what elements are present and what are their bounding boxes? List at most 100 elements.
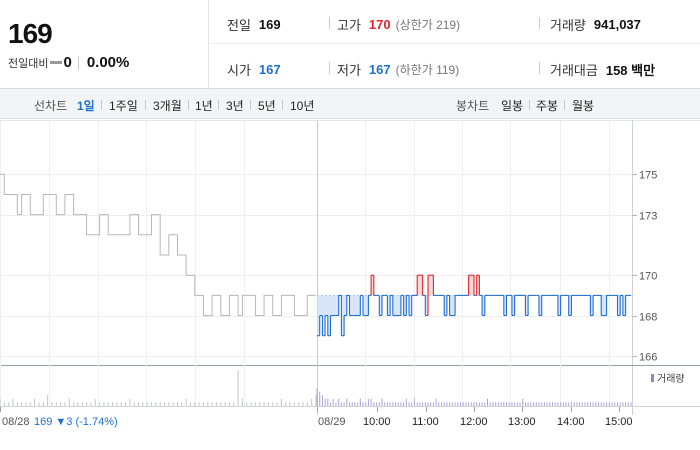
down-area-fill [335, 295, 339, 316]
divider [564, 100, 565, 110]
down-area-fill [482, 295, 485, 316]
up-area-fill [419, 275, 423, 296]
current-price: 169 [8, 18, 53, 49]
down-area-fill [539, 295, 542, 316]
up-area-fill [417, 275, 421, 296]
x-tick-label: 14:00 [557, 416, 585, 428]
up-area-fill [476, 275, 480, 296]
divider [329, 17, 330, 29]
down-area-fill [333, 295, 337, 316]
x-tick-label: 10:00 [363, 416, 391, 428]
down-area-fill [525, 295, 529, 316]
up-area-fill [371, 275, 374, 296]
amount-value: 158 백만 [605, 63, 656, 78]
y-tick-label: 166 [639, 352, 657, 364]
high-cell: 고가 170 (상한가 219) [337, 15, 460, 34]
down-area-fill [568, 295, 572, 316]
candle-chart-label: 봉차트 [456, 99, 490, 113]
prev-day-change-info: 169 ▼3 (-1.74%) [34, 416, 118, 428]
up-area-fill [428, 275, 431, 296]
candle-monthly[interactable]: 월봉 [572, 99, 595, 113]
low-label: 저가 [337, 63, 361, 78]
x-tick-label: 12:00 [460, 416, 488, 428]
volume-value: 941,037 [593, 17, 641, 32]
down-area-fill [327, 295, 331, 336]
down-area-fill [617, 295, 621, 316]
down-area-fill [409, 295, 412, 316]
down-area-fill [352, 295, 356, 316]
divider [329, 62, 330, 74]
candle-daily[interactable]: 일봉 [501, 99, 524, 113]
y-tick-label: 173 [639, 211, 657, 223]
down-area-fill [365, 295, 369, 316]
period-1w[interactable]: 1주일 [109, 99, 138, 113]
down-area-fill [603, 295, 607, 316]
period-10y[interactable]: 10년 [290, 99, 315, 113]
open-value: 167 [258, 62, 281, 77]
high-label: 고가 [337, 18, 361, 33]
open-label: 시가 [227, 63, 251, 78]
up-area-fill [471, 275, 475, 296]
lower-limit: (하한가 119) [395, 63, 460, 77]
down-area-fill [452, 295, 456, 316]
down-area-fill [398, 295, 402, 316]
divider [282, 100, 283, 110]
down-area-fill [363, 295, 366, 316]
divider [101, 100, 102, 110]
candle-weekly[interactable]: 주봉 [536, 99, 559, 113]
down-area-fill [354, 295, 358, 316]
down-area-fill [511, 295, 515, 316]
down-area-fill [403, 295, 407, 316]
down-area-fill [349, 295, 353, 316]
x-tick-label: 08/28 [2, 416, 30, 428]
prev-close-value: 169 [258, 17, 281, 32]
x-tick-label: 15:00 [605, 416, 633, 428]
line-chart-label: 선차트 [34, 99, 68, 113]
period-5y[interactable]: 5년 [258, 99, 276, 113]
down-area-fill [590, 295, 594, 316]
down-area-fill [503, 295, 507, 316]
quote-header: 169 전일대비 0 0.00% 전일 169 고가 170 (상한가 219)… [0, 0, 700, 89]
divider [529, 100, 530, 110]
price-summary: 169 전일대비 0 0.00% [0, 0, 209, 89]
down-area-fill [344, 295, 347, 316]
price-chart: 175 173 170 168 166 거래량 08/28 08/29 10:00 11:00… [0, 120, 700, 450]
down-area-fill [601, 295, 605, 316]
divider [539, 62, 540, 74]
up-area-fill [430, 275, 434, 296]
chart-svg: 175 173 170 168 166 거래량 08/28 08/29 10:00 11:00… [0, 120, 700, 428]
high-value: 170 [368, 17, 391, 32]
period-3y[interactable]: 3년 [226, 99, 244, 113]
y-tick-label: 170 [639, 271, 657, 283]
down-area-fill [449, 295, 453, 316]
volume-legend-swatch [651, 374, 654, 382]
volume-cell: 거래량 941,037 [550, 15, 641, 34]
divider [77, 55, 79, 70]
low-cell: 저가 167 (하한가 119) [337, 60, 459, 79]
down-area-fill [425, 295, 429, 316]
down-area-fill [392, 295, 396, 316]
down-area-fill [357, 295, 361, 316]
info-row-bottom: 시가 167 저가 167 (하한가 119) 거래대금 158 백만 [209, 45, 700, 89]
down-area-fill [395, 295, 399, 316]
period-1d[interactable]: 1일 [77, 99, 95, 113]
x-tick-label: 08/29 [318, 416, 346, 428]
y-tick-label: 175 [639, 170, 657, 182]
change-value: 0 [63, 54, 72, 71]
down-area-fill [557, 295, 561, 316]
down-area-fill [387, 295, 391, 316]
down-area-fill [322, 295, 326, 336]
y-tick-label: 168 [639, 312, 657, 324]
prev-close-label: 전일 [227, 18, 251, 33]
down-area-fill [444, 295, 448, 316]
change-row: 전일대비 0 0.00% [8, 54, 129, 71]
period-3m[interactable]: 3개월 [153, 99, 182, 113]
down-area-fill [317, 295, 320, 336]
period-1y[interactable]: 1년 [195, 99, 213, 113]
prev-close-cell: 전일 169 [227, 15, 281, 34]
down-area-fill [330, 295, 334, 316]
flat-change-icon [50, 61, 63, 64]
volume-legend-label: 거래량 [657, 373, 685, 385]
chart-toolbar: 선차트 1일 1주일 3개월 1년 3년 5년 10년 봉차트 일봉 주봉 월봉 [0, 89, 700, 119]
open-cell: 시가 167 [227, 60, 281, 79]
